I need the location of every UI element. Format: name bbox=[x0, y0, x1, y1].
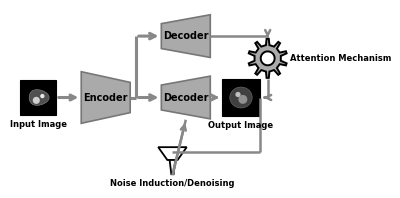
Polygon shape bbox=[249, 39, 287, 78]
Polygon shape bbox=[161, 15, 210, 57]
Polygon shape bbox=[170, 160, 175, 174]
Polygon shape bbox=[29, 90, 49, 105]
Bar bbox=[222, 79, 260, 116]
Text: Attention Mechanism: Attention Mechanism bbox=[290, 54, 391, 63]
Text: Decoder: Decoder bbox=[163, 31, 208, 41]
Circle shape bbox=[235, 92, 241, 97]
Text: Noise Induction/Denoising: Noise Induction/Denoising bbox=[110, 179, 235, 188]
Circle shape bbox=[238, 95, 247, 104]
Text: Decoder: Decoder bbox=[163, 92, 208, 103]
Polygon shape bbox=[158, 147, 187, 160]
Polygon shape bbox=[261, 51, 275, 65]
Text: Output Image: Output Image bbox=[208, 121, 274, 130]
Circle shape bbox=[33, 97, 40, 104]
Polygon shape bbox=[161, 76, 210, 119]
Text: Encoder: Encoder bbox=[84, 92, 128, 103]
Circle shape bbox=[40, 94, 44, 98]
Text: Input Image: Input Image bbox=[10, 120, 66, 129]
Polygon shape bbox=[230, 87, 252, 108]
Polygon shape bbox=[81, 72, 130, 123]
Bar bbox=[20, 80, 56, 115]
